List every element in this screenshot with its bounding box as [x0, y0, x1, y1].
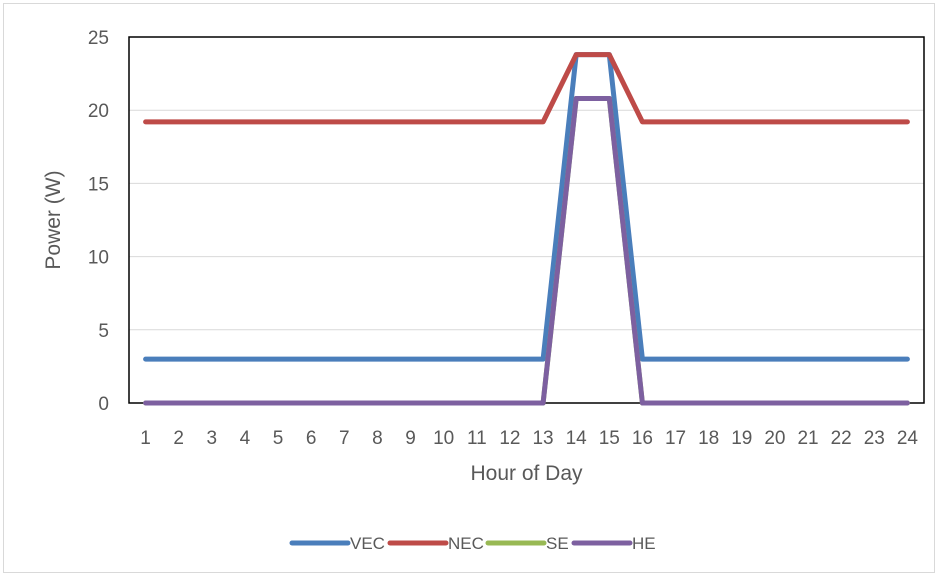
legend-label: HE [632, 534, 656, 553]
x-tick-label: 20 [764, 428, 785, 449]
series-line-vec [143, 52, 910, 362]
legend-label: VEC [350, 534, 385, 553]
x-tick-label: 21 [797, 428, 818, 449]
x-tick-label: 7 [339, 428, 350, 449]
chart-area [3, 3, 935, 573]
y-axis-label: Power (W) [42, 170, 65, 269]
y-tick-label: 25 [88, 28, 109, 49]
x-axis-label: Hour of Day [470, 462, 583, 485]
x-tick-label: 2 [173, 428, 184, 449]
legend-item-he: HE [571, 534, 656, 553]
x-tick-label: 14 [566, 428, 588, 449]
x-tick-label: 10 [433, 428, 454, 449]
x-tick-label: 5 [273, 428, 284, 449]
x-tick-label: 24 [897, 428, 919, 449]
x-tick-label: 17 [665, 428, 686, 449]
legend-item-nec: NEC [387, 534, 484, 553]
x-tick-label: 13 [532, 428, 553, 449]
y-tick-label: 15 [88, 174, 109, 195]
y-tick-label: 5 [98, 321, 109, 342]
x-tick-label: 23 [864, 428, 885, 449]
series-lines [143, 52, 910, 406]
x-tick-label: 22 [831, 428, 852, 449]
y-tick-label: 0 [98, 394, 109, 415]
x-axis-ticks: 1 2 3 4 5 6 7 8 9 10 11 12 13 14 15 16 17 18 19 20 21 22 23 24 [140, 428, 918, 449]
x-tick-label: 1 [140, 428, 151, 449]
x-tick-label: 19 [731, 428, 752, 449]
y-axis-ticks: 0 5 10 15 20 25 [88, 28, 109, 415]
x-tick-label: 3 [207, 428, 218, 449]
series-line-he [143, 96, 910, 406]
legend-item-se: SE [485, 534, 569, 553]
series-line-nec [143, 52, 910, 125]
x-tick-label: 6 [306, 428, 317, 449]
legend-label: NEC [448, 534, 484, 553]
x-tick-label: 18 [698, 428, 719, 449]
x-tick-label: 4 [240, 428, 251, 449]
y-tick-label: 10 [88, 248, 109, 269]
x-tick-label: 9 [405, 428, 416, 449]
x-tick-label: 16 [632, 428, 653, 449]
x-tick-label: 11 [467, 428, 487, 449]
y-tick-label: 20 [88, 101, 109, 122]
legend-label: SE [546, 534, 569, 553]
legend: VEC NEC SE HE [289, 534, 656, 553]
plot-border [128, 36, 925, 404]
gridlines [129, 36, 924, 404]
x-tick-label: 12 [499, 428, 520, 449]
x-tick-label: 8 [372, 428, 383, 449]
x-tick-label: 15 [599, 428, 620, 449]
legend-item-vec: VEC [289, 534, 385, 553]
